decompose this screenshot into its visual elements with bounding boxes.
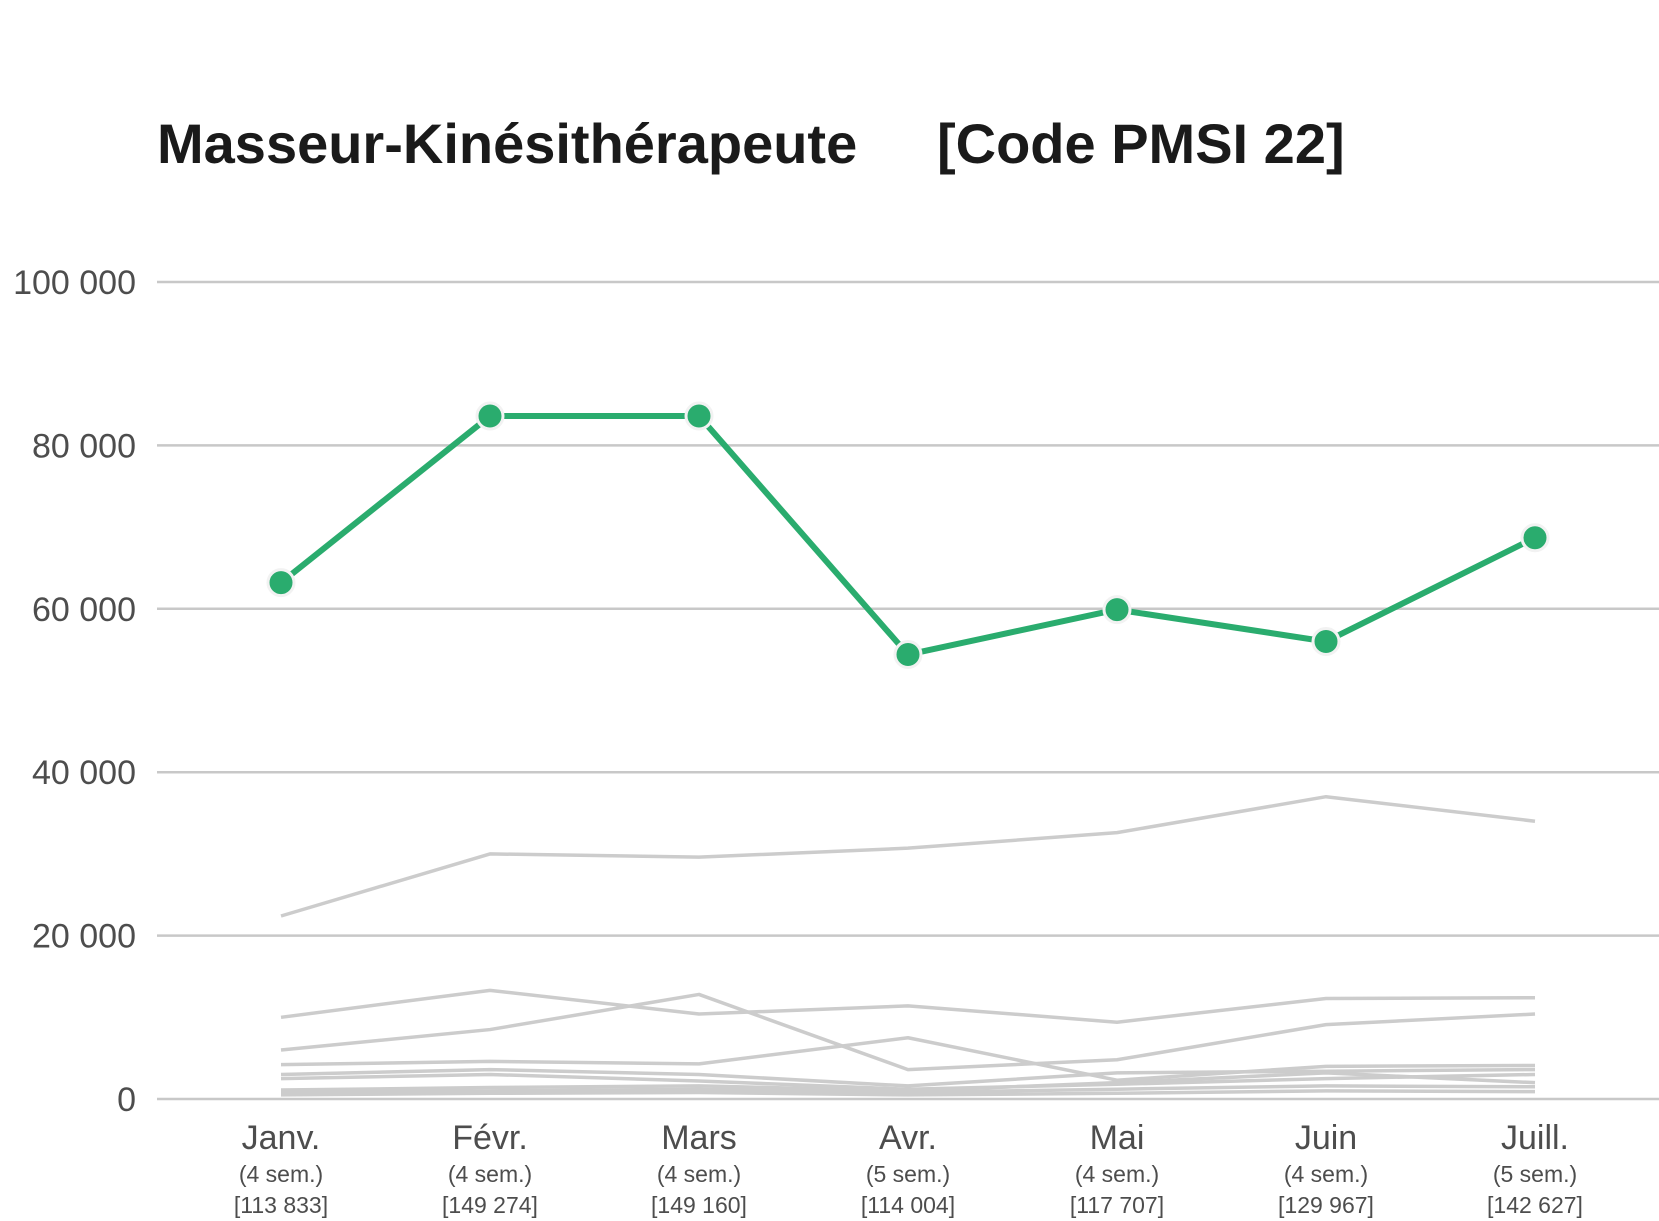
x-tick-total: [117 707] <box>1070 1192 1164 1218</box>
x-tick-weeks: (4 sem.) <box>657 1161 741 1187</box>
background-series-line <box>280 1035 1536 1082</box>
background-series-line <box>280 988 1536 1024</box>
highlight-series-point <box>1520 523 1550 553</box>
highlight-series-point <box>1311 626 1341 656</box>
y-tick-label: 0 <box>117 1081 136 1119</box>
highlight-series <box>266 401 1550 670</box>
y-tick-label: 100 000 <box>13 264 136 302</box>
background-series <box>280 794 1536 1097</box>
background-series-line <box>280 1084 1536 1095</box>
y-axis: 0 20 000 40 000 60 000 80 000 100 000 <box>13 264 136 1119</box>
x-tick-total: [142 627] <box>1487 1192 1583 1218</box>
x-tick-weeks: (4 sem.) <box>239 1161 323 1187</box>
x-tick-weeks: (4 sem.) <box>1284 1161 1368 1187</box>
y-tick-label: 60 000 <box>32 591 136 629</box>
grid-layer <box>157 280 1659 1101</box>
x-tick-label: Juill. <box>1501 1119 1569 1157</box>
highlight-series-point <box>266 568 296 598</box>
chart-subtitle: [Code PMSI 22] <box>937 112 1345 175</box>
highlight-series-line <box>278 412 1538 658</box>
background-series-line <box>280 992 1536 1072</box>
x-tick-label: Janv. <box>242 1119 321 1157</box>
y-tick-label: 20 000 <box>32 918 136 956</box>
y-tick-label: 80 000 <box>32 427 136 465</box>
chart-title: Masseur-Kinésithérapeute <box>157 112 857 175</box>
x-tick-weeks: (4 sem.) <box>1075 1161 1159 1187</box>
highlight-series-point <box>893 640 923 670</box>
x-tick-label: Févr. <box>452 1119 528 1157</box>
x-tick-label: Juin <box>1295 1119 1357 1157</box>
background-series-line <box>280 1089 1536 1097</box>
x-tick-total: [114 004] <box>861 1192 955 1218</box>
x-tick-weeks: (5 sem.) <box>866 1161 950 1187</box>
highlight-series-point <box>475 401 505 431</box>
x-tick-total: [113 833] <box>234 1192 328 1218</box>
x-tick-label: Mai <box>1090 1119 1145 1157</box>
highlight-series-point <box>684 401 714 431</box>
x-tick-weeks: (4 sem.) <box>448 1161 532 1187</box>
x-tick-total: [149 160] <box>651 1192 747 1218</box>
x-tick-total: [149 274] <box>442 1192 538 1218</box>
x-axis: Janv. (4 sem.) [113 833] Févr. (4 sem.) [149 … <box>234 1119 1583 1218</box>
x-tick-label: Avr. <box>879 1119 937 1157</box>
x-tick-total: [129 967] <box>1278 1192 1374 1218</box>
x-tick-weeks: (5 sem.) <box>1493 1161 1577 1187</box>
highlight-series-point <box>1102 595 1132 625</box>
y-tick-label: 40 000 <box>32 754 136 792</box>
background-series-line <box>280 794 1536 918</box>
x-tick-label: Mars <box>661 1119 737 1157</box>
